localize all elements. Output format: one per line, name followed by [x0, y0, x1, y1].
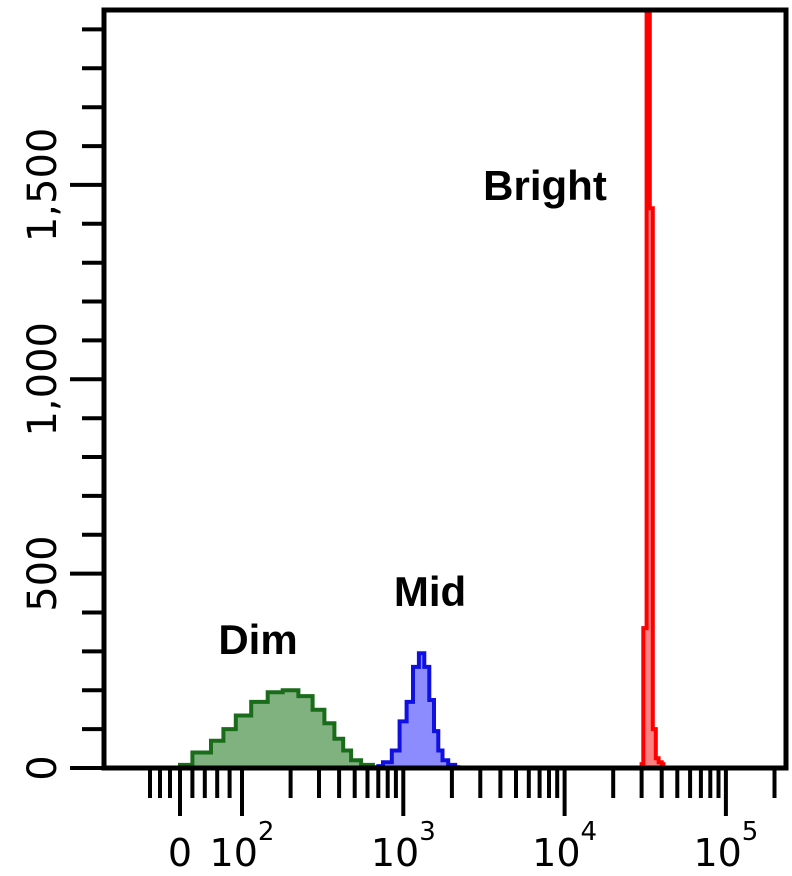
annotation-mid: Mid: [394, 568, 466, 615]
series-dim: [178, 688, 381, 770]
series-mid: [376, 651, 461, 770]
x-tick-label: 103: [371, 817, 436, 875]
x-tick-label: 0: [168, 831, 192, 875]
series-bright: [639, 8, 666, 770]
annotations: Bright Mid Dim: [218, 162, 607, 663]
series-layer: [178, 8, 666, 770]
x-tick-label: 104: [532, 817, 597, 875]
y-tick-label: 500: [20, 535, 66, 611]
plot-frame: [101, 7, 789, 771]
x-tick-label: 105: [693, 817, 758, 875]
annotation-bright: Bright: [483, 162, 607, 209]
y-tick-label: 1,500: [20, 128, 66, 243]
y-tick-label: 0: [20, 755, 66, 780]
x-axis: 0 102 103 104 105: [148, 768, 777, 875]
annotation-dim: Dim: [218, 616, 297, 663]
x-tick-label: 102: [210, 817, 275, 875]
y-tick-label: 1,000: [20, 322, 66, 437]
y-axis: 0 500 1,000 1,500: [20, 27, 104, 781]
